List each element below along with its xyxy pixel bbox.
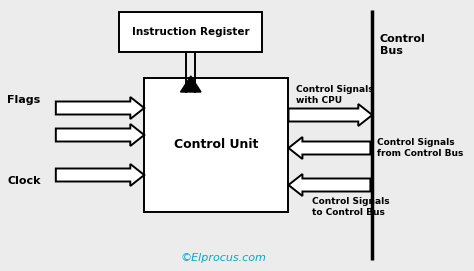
Text: Control Signals
from Control Bus: Control Signals from Control Bus — [377, 138, 463, 158]
Bar — [119, 12, 263, 52]
Text: Flags: Flags — [8, 95, 41, 105]
Polygon shape — [289, 137, 370, 159]
Text: Control
Bus: Control Bus — [380, 34, 426, 56]
Polygon shape — [56, 164, 144, 186]
Text: Clock: Clock — [8, 176, 41, 186]
Polygon shape — [56, 124, 144, 146]
Polygon shape — [56, 97, 144, 119]
Text: Control Unit: Control Unit — [174, 138, 258, 151]
Text: Instruction Register: Instruction Register — [132, 27, 250, 37]
Polygon shape — [181, 76, 201, 92]
Text: Control Signals
with CPU: Control Signals with CPU — [296, 85, 374, 105]
Polygon shape — [289, 174, 370, 196]
Text: ©Elprocus.com: ©Elprocus.com — [181, 253, 266, 263]
Bar — [144, 78, 289, 212]
Text: Control Signals
to Control Bus: Control Signals to Control Bus — [312, 197, 389, 217]
Polygon shape — [289, 104, 372, 126]
